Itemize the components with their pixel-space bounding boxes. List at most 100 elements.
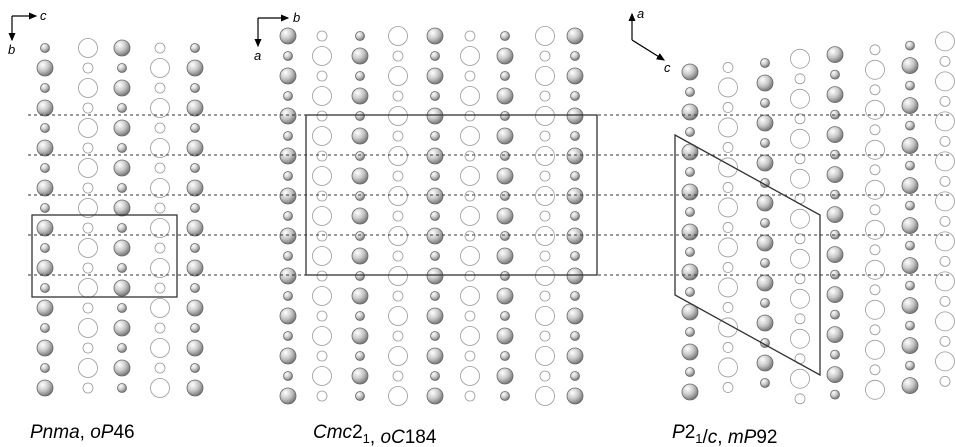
atom xyxy=(935,31,955,52)
atom xyxy=(316,30,328,42)
atom xyxy=(865,379,885,400)
atom xyxy=(355,271,365,281)
atom xyxy=(117,303,127,313)
atom xyxy=(351,127,369,145)
atom xyxy=(78,238,98,258)
atom xyxy=(154,122,166,134)
atom xyxy=(535,26,555,46)
atom xyxy=(464,70,476,82)
atom xyxy=(790,88,810,109)
atom xyxy=(570,131,580,141)
atom xyxy=(464,310,476,322)
atom xyxy=(154,202,166,214)
atom xyxy=(939,215,951,227)
atom xyxy=(500,191,510,201)
atom xyxy=(566,387,584,405)
atom xyxy=(351,247,369,265)
atom xyxy=(464,190,476,202)
atom xyxy=(905,40,915,51)
atom xyxy=(351,167,369,185)
atom xyxy=(464,350,476,362)
atom xyxy=(830,349,840,360)
atom xyxy=(283,131,293,141)
atom xyxy=(500,151,510,161)
atom xyxy=(756,234,774,252)
atom xyxy=(869,84,881,96)
atom xyxy=(426,27,444,45)
atom xyxy=(392,170,404,182)
atom xyxy=(681,223,699,241)
atom xyxy=(426,347,444,365)
atom xyxy=(426,267,444,285)
atom xyxy=(566,307,584,325)
atom xyxy=(535,186,555,206)
atom xyxy=(865,299,885,320)
atom xyxy=(117,223,127,233)
atom xyxy=(756,154,774,172)
atom xyxy=(388,346,408,366)
atom xyxy=(190,323,200,333)
atom xyxy=(316,230,328,242)
atom xyxy=(500,391,510,401)
caption-part: P xyxy=(672,422,685,443)
atom xyxy=(539,50,551,62)
atom xyxy=(939,335,951,347)
atom xyxy=(539,290,551,302)
atom xyxy=(685,327,695,337)
atom xyxy=(150,98,170,118)
atom xyxy=(826,86,844,103)
atom xyxy=(760,258,770,268)
atom xyxy=(190,283,200,293)
atom xyxy=(570,331,580,341)
atom xyxy=(426,387,444,405)
atom xyxy=(190,243,200,253)
atom xyxy=(935,351,955,372)
atom xyxy=(283,371,293,381)
atom xyxy=(535,106,555,126)
atom xyxy=(36,179,54,197)
atom xyxy=(40,83,50,93)
atom xyxy=(722,382,734,393)
caption-part: / xyxy=(703,427,709,447)
atom xyxy=(355,31,365,41)
atom xyxy=(186,219,204,237)
atom xyxy=(496,207,514,225)
atom xyxy=(464,30,476,42)
atom xyxy=(82,262,94,274)
atom xyxy=(496,247,514,265)
atom xyxy=(830,309,840,320)
atom xyxy=(355,311,365,321)
atom xyxy=(756,274,774,292)
atom xyxy=(150,338,170,358)
atom xyxy=(722,142,734,153)
atom xyxy=(40,243,50,253)
atom xyxy=(535,266,555,286)
atom xyxy=(312,166,332,186)
atom xyxy=(464,390,476,402)
atom xyxy=(826,166,844,184)
atom xyxy=(865,59,885,80)
caption-part: , xyxy=(717,427,728,447)
atom xyxy=(36,139,54,157)
atom xyxy=(905,200,915,211)
atom xyxy=(566,67,584,85)
atom xyxy=(279,147,297,165)
atom xyxy=(790,128,810,149)
atom xyxy=(117,383,127,393)
atom xyxy=(460,366,480,386)
atom xyxy=(790,328,810,349)
atom xyxy=(865,259,885,280)
atom xyxy=(500,111,510,121)
atom xyxy=(113,199,131,217)
atom xyxy=(826,206,844,224)
atom xyxy=(388,386,408,406)
atom xyxy=(279,107,297,125)
caption: Pnma, oP46 xyxy=(30,422,135,443)
atom xyxy=(760,378,770,388)
atom xyxy=(496,127,514,145)
atom xyxy=(681,103,699,121)
atom xyxy=(718,77,738,98)
caption-part: , xyxy=(80,422,91,443)
atom xyxy=(935,111,955,132)
